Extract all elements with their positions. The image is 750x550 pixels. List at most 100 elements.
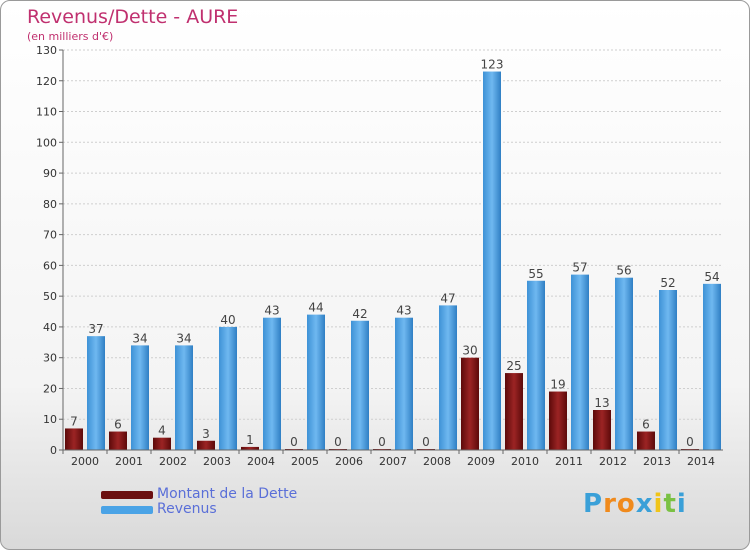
bar-revenue: [175, 345, 193, 450]
legend-label-debt: Montant de la Dette: [157, 486, 298, 502]
y-tick-label: 50: [43, 290, 57, 303]
data-label-debt: 3: [202, 427, 210, 441]
y-tick-label: 30: [43, 352, 57, 365]
data-label-debt: 25: [506, 359, 521, 373]
legend-label-revenue: Revenus: [157, 501, 217, 517]
grid-lines: [63, 49, 723, 420]
y-tick-label: 40: [43, 321, 57, 334]
bar-revenue: [483, 71, 501, 451]
x-tick-label: 2004: [247, 455, 275, 468]
bar-debt: [461, 357, 479, 450]
y-tick-label: 60: [43, 259, 57, 272]
data-label-revenue: 123: [481, 58, 504, 72]
y-tick-label: 90: [43, 167, 57, 180]
x-tick-label: 2012: [599, 455, 627, 468]
x-tick-label: 2009: [467, 455, 495, 468]
bar-debt: [197, 440, 215, 450]
x-tick-label: 2014: [687, 455, 715, 468]
data-label-debt: 19: [550, 378, 565, 392]
x-tick-label: 2002: [159, 455, 187, 468]
y-tick-label: 70: [43, 229, 57, 242]
bar-debt: [241, 446, 259, 450]
y-tick-label: 120: [36, 75, 57, 88]
data-label-debt: 1: [246, 433, 254, 447]
y-tick-label: 130: [36, 44, 57, 57]
logo-letter: x: [635, 489, 654, 519]
logo-letter: t: [663, 489, 677, 519]
logo-letter: r: [603, 489, 617, 519]
bar-revenue: [659, 290, 677, 450]
y-tick-label: 110: [36, 106, 57, 119]
bar-debt: [593, 410, 611, 450]
x-tick-label: 2000: [71, 455, 99, 468]
x-tick-label: 2003: [203, 455, 231, 468]
bar-debt: [637, 431, 655, 450]
data-label-revenue: 55: [528, 267, 543, 281]
data-label-revenue: 54: [704, 270, 719, 284]
data-label-revenue: 42: [352, 307, 367, 321]
x-tick-label: 2013: [643, 455, 671, 468]
bar-revenue: [307, 314, 325, 450]
bar-revenue: [395, 317, 413, 450]
bar-revenue: [527, 280, 545, 450]
data-label-debt: 6: [642, 418, 650, 432]
data-label-debt: 0: [686, 435, 694, 449]
data-label-debt: 13: [594, 396, 609, 410]
data-label-revenue: 37: [88, 322, 103, 336]
x-tick-label: 2011: [555, 455, 583, 468]
data-label-debt: 0: [290, 435, 298, 449]
data-label-revenue: 34: [132, 331, 147, 345]
data-label-revenue: 52: [660, 276, 675, 290]
bar-debt: [109, 431, 127, 450]
data-label-revenue: 43: [264, 304, 279, 318]
data-label-debt: 6: [114, 418, 122, 432]
bar-revenue: [87, 336, 105, 450]
bar-revenue: [703, 283, 721, 450]
x-tick-label: 2008: [423, 455, 451, 468]
logo-letter: i: [676, 489, 687, 519]
y-tick-label: 80: [43, 198, 57, 211]
x-tick-label: 2010: [511, 455, 539, 468]
bars-group: 7376344343401430440420430473012325551957…: [65, 58, 721, 451]
y-tick-label: 10: [43, 413, 57, 426]
data-label-revenue: 47: [440, 291, 455, 305]
data-label-revenue: 43: [396, 304, 411, 318]
y-tick-label: 0: [50, 444, 57, 457]
bar-revenue: [131, 345, 149, 450]
bar-revenue: [615, 277, 633, 450]
x-tick-label: 2005: [291, 455, 319, 468]
bar-debt: [153, 437, 171, 450]
logo-letter: P: [583, 489, 604, 519]
x-tick-label: 2001: [115, 455, 143, 468]
y-tick-label: 100: [36, 136, 57, 149]
x-tick-label: 2007: [379, 455, 407, 468]
x-axis-ticks: 2000 2001 2002 2003 2004 2005 2006 2007 2008 2009…: [62, 450, 715, 468]
data-label-revenue: 44: [308, 301, 323, 315]
data-label-debt: 0: [378, 435, 386, 449]
chart-title: Revenus/Dette - AURE: [27, 6, 239, 28]
legend-swatch-debt: [101, 491, 153, 499]
bar-revenue: [351, 320, 369, 450]
bar-revenue: [263, 317, 281, 450]
proxiti-logo: Proxiti: [583, 489, 687, 519]
bar-debt: [65, 428, 83, 450]
legend-swatch-revenue: [101, 506, 153, 514]
y-axis-ticks: 0 10 20 30 40 50 60 70 80 90 100 110 120 130: [36, 44, 63, 457]
bar-revenue: [219, 326, 237, 450]
data-label-revenue: 57: [572, 261, 587, 275]
logo-letter: i: [653, 489, 664, 519]
data-label-debt: 7: [70, 414, 78, 428]
bar-debt: [549, 391, 567, 450]
data-label-debt: 30: [462, 344, 477, 358]
y-tick-label: 20: [43, 382, 57, 395]
data-label-revenue: 40: [220, 313, 235, 327]
bar-revenue: [439, 305, 457, 450]
data-label-revenue: 56: [616, 264, 631, 278]
data-label-revenue: 34: [176, 331, 191, 345]
x-tick-label: 2006: [335, 455, 363, 468]
bar-debt: [505, 373, 523, 450]
bar-revenue: [571, 274, 589, 450]
data-label-debt: 0: [334, 435, 342, 449]
